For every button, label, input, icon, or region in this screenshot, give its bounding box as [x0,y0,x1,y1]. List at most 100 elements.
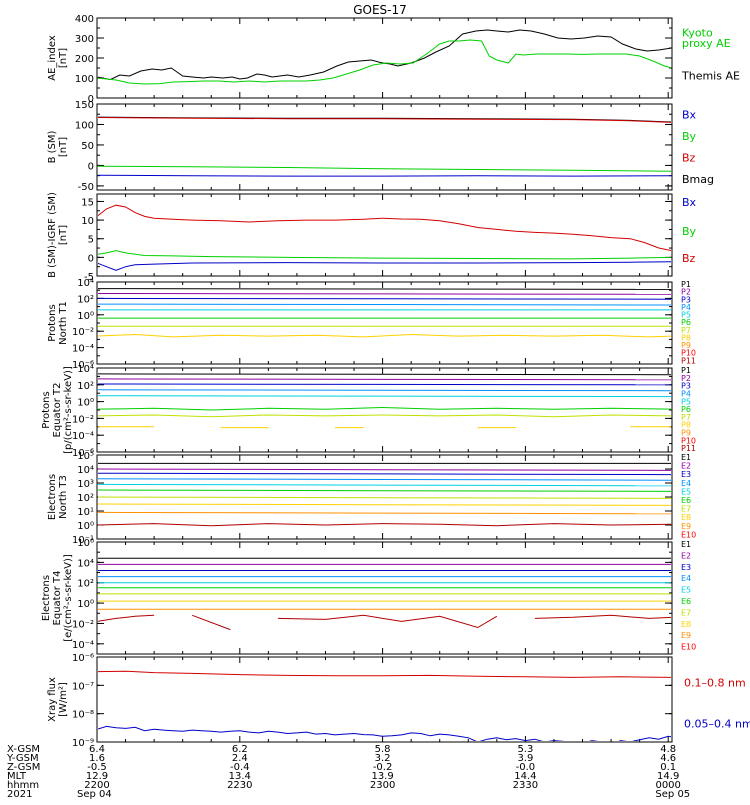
series-p5 [98,395,671,398]
y-axis-label: [nT] [58,48,69,68]
legend-label: 0.05–0.4 nm [684,717,750,730]
x-tick-value: 13.9 [371,771,393,782]
legend-label: P2 [681,374,691,383]
series-e3 [98,472,671,476]
x-row-label: Y-GSM [6,753,39,764]
y-axis-label: North T3 [58,475,69,519]
y-tick-label: 150 [75,100,94,111]
y-tick-label: 10⁶ [77,538,94,549]
legend-label: P5 [681,311,691,320]
series-e10 [98,523,671,527]
legend-label: P11 [681,356,696,365]
y-tick-label: 50 [81,141,94,152]
series-p2 [98,378,671,381]
legend-label: P10 [681,349,696,358]
series-e10c [277,614,498,629]
x-tick-value: 0000 [655,780,680,791]
legend-label: E2 [681,462,691,471]
y-axis-label: [e/(cm²-s-sr-keV)] [63,554,74,642]
y-tick-label: 10² [77,381,94,392]
legend-label: By [682,225,697,238]
legend-label: P4 [681,389,691,398]
legend-label: P8 [681,421,691,430]
series-bz [98,204,671,252]
legend-label: E6 [681,597,691,606]
legend-label: E5 [681,487,691,496]
y-axis-label: Electrons [41,575,52,621]
y-tick-label: 10 [81,216,94,227]
legend-label: P7 [681,413,691,422]
y-tick-label: 10⁻² [72,619,94,630]
series-p4 [98,389,671,392]
x-tick-value: 14.9 [657,771,679,782]
series-bx [98,261,671,271]
x-tick-value: 4.6 [660,753,676,764]
x-tick-value: 14.4 [514,771,536,782]
x-tick-value: 3.2 [375,753,391,764]
panel-pequator: 10⁻⁶ 10⁻⁴ 10⁻² 10⁰ 10² 10⁴ Protons Equator T2 [p… [41,364,696,459]
series-p6 [98,406,671,411]
y-tick-label: 300 [75,34,94,45]
x-tick-value: 2.4 [232,753,248,764]
y-tick-label: 10⁻¹ [72,535,94,546]
series-p7 [98,414,671,418]
y-axis-label: [nT] [58,225,69,245]
legend-label: E8 [681,513,691,522]
y-tick-label: 10⁰ [77,311,94,322]
y-tick-label: 10⁰ [77,599,94,610]
y-tick-label: 10⁴ [77,465,94,476]
series-p8 [98,333,671,338]
y-tick-label: 10⁻⁷ [72,681,94,692]
legend-label: E10 [681,530,696,539]
legend-label: Bx [682,108,697,121]
x-tick-value: -0.5 [87,762,107,773]
x-row-label: 2021 [7,789,32,800]
legend-label: Bx [682,196,697,209]
series-p1 [98,373,671,376]
y-tick-label: 10⁴ [77,278,94,289]
x-tick-value: 2200 [84,780,109,791]
y-tick-label: 15 [81,197,94,208]
legend-label: P3 [681,295,691,304]
x-tick-value: 4.8 [660,744,676,755]
y-tick-label: 10⁻⁴ [72,344,94,355]
legend-label: E3 [681,563,691,572]
series-p1 [98,288,671,290]
y-axis-label: B (SM)-IGRF (SM) [47,192,58,278]
legend-label: proxy AE [682,37,731,50]
legend-label: Themis AE [681,70,740,83]
y-tick-label: 400 [75,14,94,25]
legend-label: P1 [681,366,691,375]
x-tick-value: 6.4 [89,744,105,755]
y-tick-label: 10³ [77,479,94,490]
y-tick-label: 10⁰ [77,398,94,409]
panel-bsm: -50 0 50 100 150 B (SM) [nT] Bx By Bz Bmag [47,100,714,193]
y-tick-label: 10⁻⁹ [72,738,94,749]
series-e5 [98,483,671,487]
legend-label: P7 [681,326,691,335]
y-tick-label: 10² [77,493,94,504]
legend-label: P1 [681,280,691,289]
legend-label: E1 [681,540,691,549]
x-tick-value: -0.2 [373,762,393,773]
legend-label: E4 [681,574,691,583]
x-tick-value: 13.4 [229,771,251,782]
y-tick-label: 0 [88,161,94,172]
series-kyoto-proxy-ae [98,39,671,85]
x-tick-value: Sep 05 [655,789,690,800]
legend-label: E7 [681,505,691,514]
series-p4 [98,303,671,306]
legend-label: E6 [681,496,691,505]
y-tick-label: -50 [78,182,94,193]
legend-label: E4 [681,479,691,488]
legend-label: P5 [681,397,691,406]
y-tick-label: 200 [75,54,94,65]
x-tick-value: -0.4 [230,762,250,773]
legend-label: P6 [681,405,691,414]
x-row-label: X-GSM [7,744,40,755]
legend-label: E5 [681,586,691,595]
x-row-label: hhmm [7,780,39,791]
y-tick-label: 10⁰ [77,521,94,532]
